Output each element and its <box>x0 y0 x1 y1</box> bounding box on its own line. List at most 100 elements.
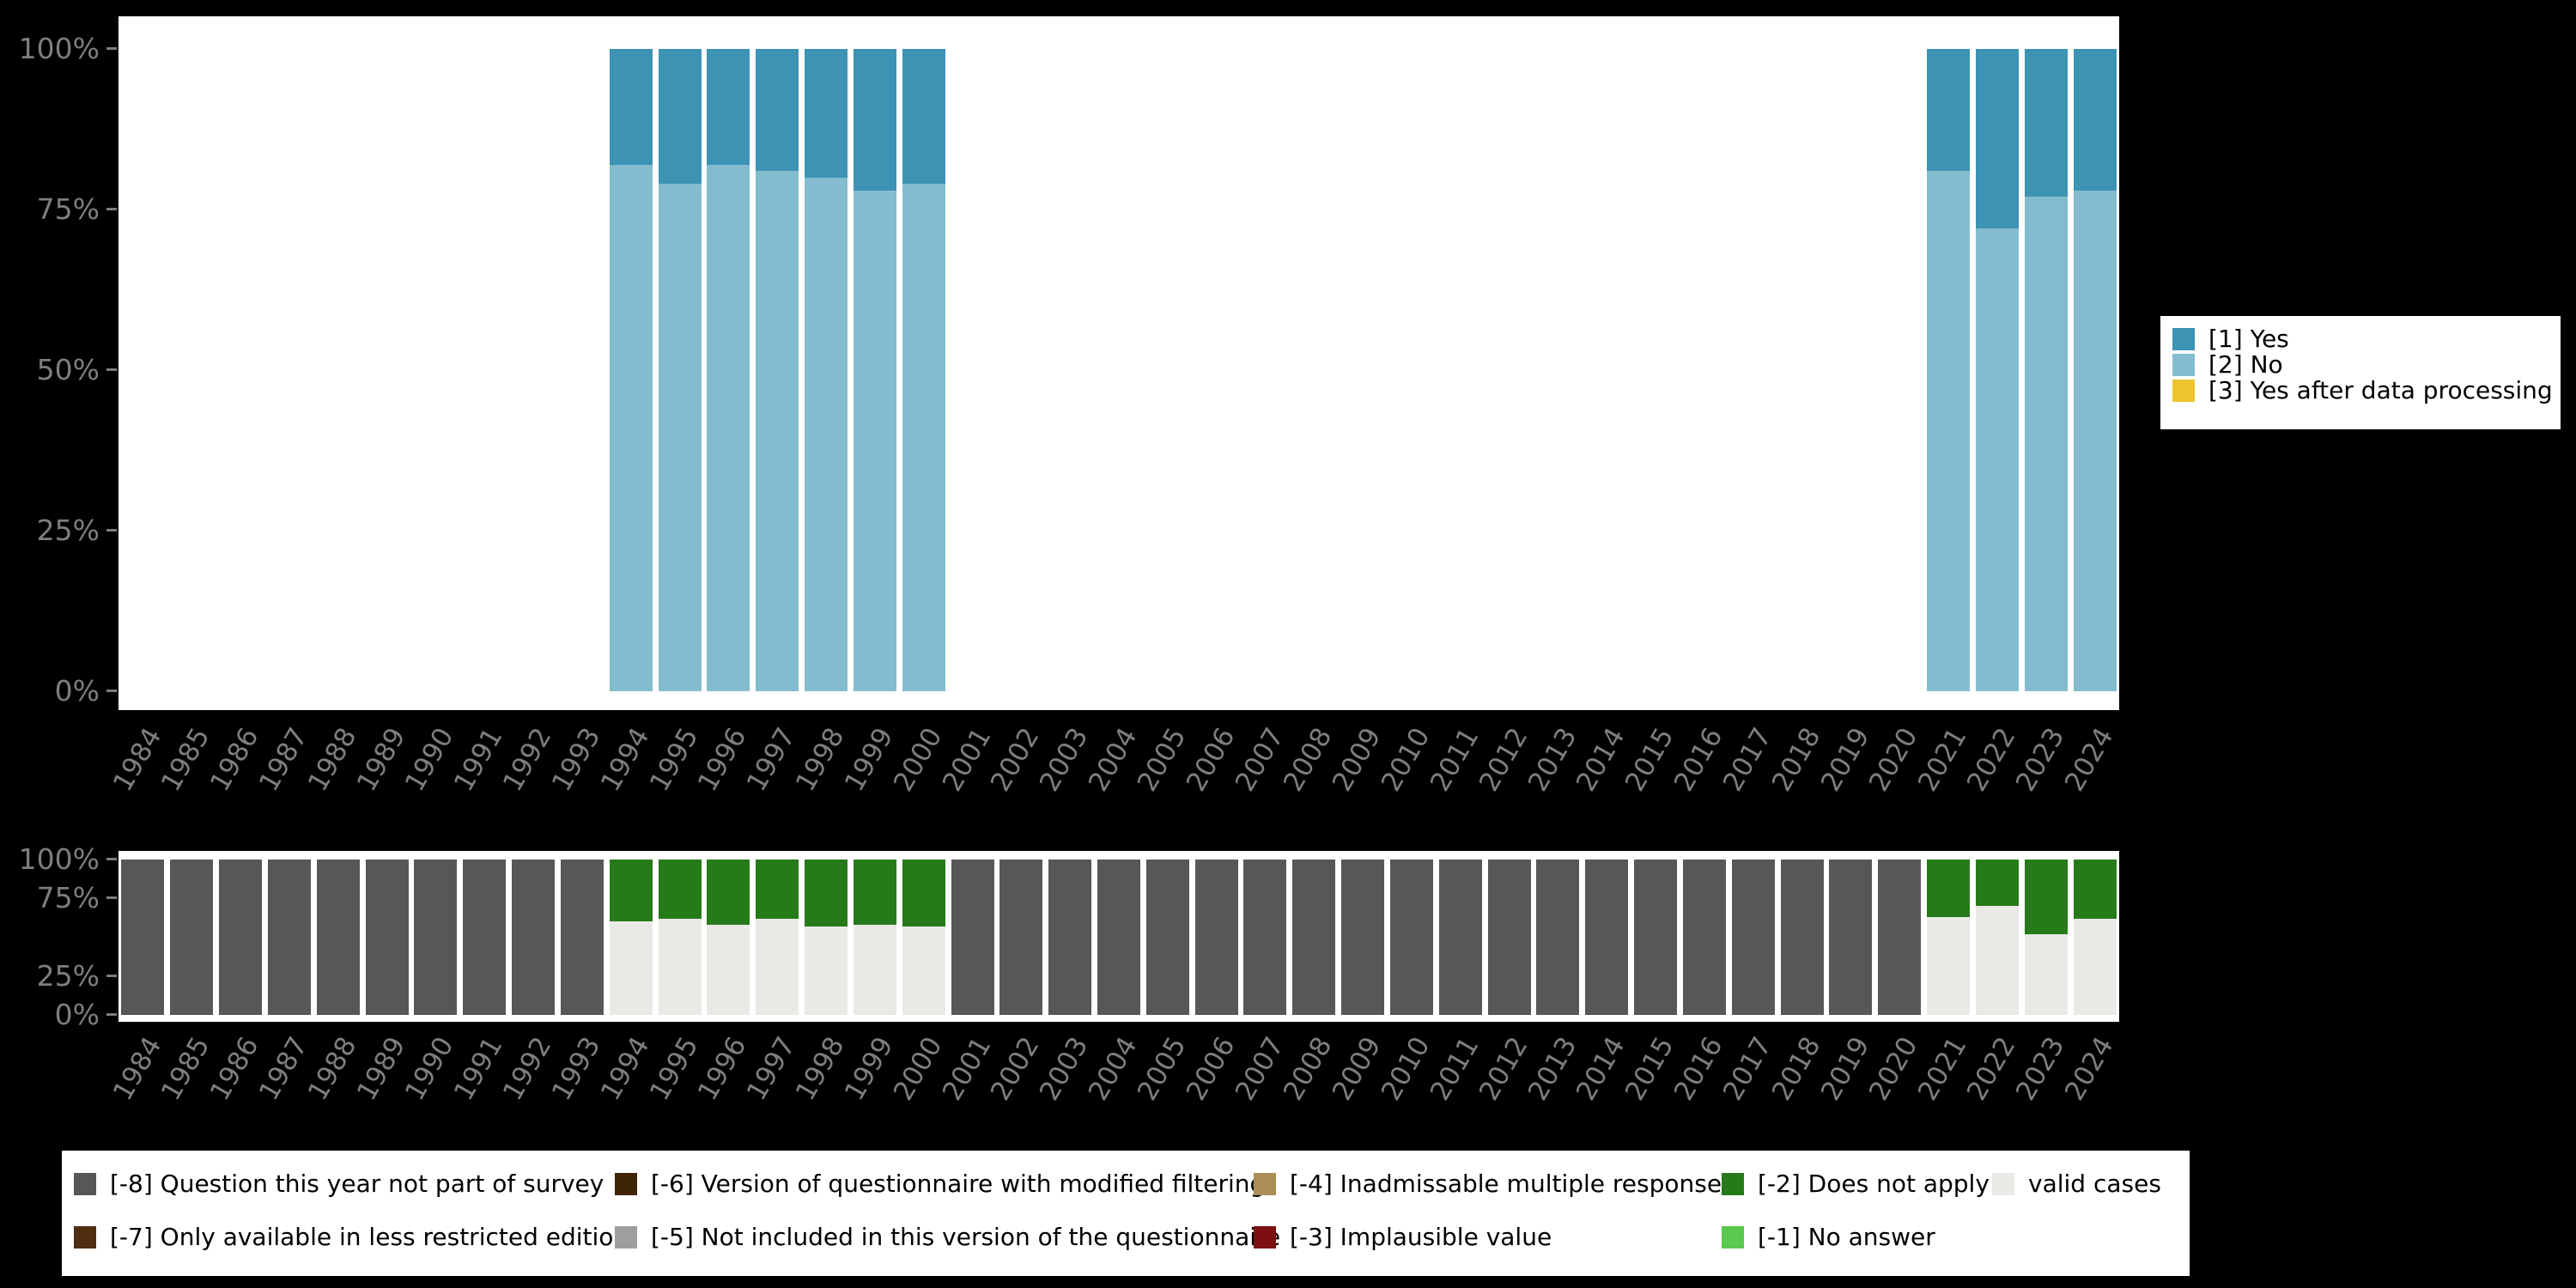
y-axis-label: 0% <box>54 674 100 708</box>
bar-segment <box>1927 171 1971 691</box>
y-axis-tick-mark <box>106 1013 117 1016</box>
x-axis-label: 1993 <box>545 722 607 797</box>
bar-segment <box>1829 860 1873 1015</box>
top-chart-plot <box>118 16 2119 710</box>
legend-item: [-2] Does not apply <box>1722 1157 1992 1211</box>
x-axis-label: 2018 <box>1765 722 1827 797</box>
x-axis-label: 1995 <box>643 722 705 797</box>
x-axis-label: 2015 <box>1619 1031 1680 1106</box>
bar-segment <box>219 860 263 1015</box>
x-axis-label: 2023 <box>2009 722 2071 797</box>
x-axis-label: 2007 <box>1229 722 1291 797</box>
legend-item: [-7] Only available in less restricted e… <box>74 1211 629 1264</box>
legend-item: [-5] Not included in this version of the… <box>615 1211 1280 1264</box>
bar-segment <box>1585 860 1629 1015</box>
legend-color-swatch <box>74 1173 96 1195</box>
bar-segment <box>707 49 750 165</box>
x-axis-label: 2023 <box>2009 1031 2071 1106</box>
y-axis-label: 50% <box>36 353 100 386</box>
legend-item-label: [2] No <box>2208 350 2283 379</box>
legend-color-swatch <box>1254 1226 1276 1249</box>
legend-color-swatch <box>1254 1173 1276 1195</box>
y-axis-label: 75% <box>36 881 100 915</box>
legend-item-label: [-3] Implausible value <box>1290 1223 1552 1251</box>
bar-segment <box>1292 860 1336 1015</box>
bar-segment <box>902 860 945 927</box>
x-axis-label: 2019 <box>1814 722 1876 797</box>
x-axis-label: 2018 <box>1765 1031 1827 1106</box>
x-axis-label: 2012 <box>1473 722 1534 797</box>
y-axis-label: 100% <box>18 842 100 876</box>
legend-item: [-1] No answer <box>1722 1211 1992 1264</box>
x-axis-label: 1999 <box>838 722 900 797</box>
x-axis-label: 1984 <box>106 722 168 797</box>
legend-item-label: [-5] Not included in this version of the… <box>651 1223 1281 1251</box>
x-axis-label: 1990 <box>399 722 460 797</box>
bar-segment <box>1975 49 2019 229</box>
x-axis-label: 1986 <box>204 1031 265 1106</box>
bar-segment <box>658 918 702 1015</box>
legend-item-label: valid cases <box>2028 1170 2161 1198</box>
x-axis-label: 1988 <box>301 722 363 797</box>
bar-segment <box>1243 860 1287 1015</box>
y-axis-label: 0% <box>54 998 100 1031</box>
x-axis-label: 2013 <box>1522 1031 1583 1106</box>
x-axis-label: 2021 <box>1912 722 1973 797</box>
legend-item-label: [-2] Does not apply <box>1758 1170 1990 1198</box>
x-axis-label: 2022 <box>1960 722 2022 797</box>
y-axis-tick-mark <box>106 896 117 900</box>
bar-segment <box>2024 49 2068 197</box>
bar-segment <box>853 190 896 691</box>
x-axis-label: 2019 <box>1814 1031 1876 1106</box>
x-axis-label: 2005 <box>1131 722 1193 797</box>
bar-segment <box>414 860 458 1015</box>
bar-segment <box>121 860 165 1015</box>
x-axis-label: 2014 <box>1571 1031 1631 1106</box>
bar-segment <box>1634 860 1678 1015</box>
x-axis-label: 1984 <box>106 1031 168 1106</box>
top-legend: [1] Yes [2] No [3] Yes after data processi… <box>2160 316 2561 429</box>
x-axis-label: 2014 <box>1571 722 1631 797</box>
y-axis-tick-mark <box>106 368 117 371</box>
bar-segment <box>902 926 945 1015</box>
bar-segment <box>853 49 896 191</box>
bar-segment <box>1927 916 1971 1015</box>
bar-segment <box>756 918 799 1015</box>
bar-segment <box>951 860 994 1015</box>
legend-item: [-3] Implausible value <box>1254 1211 1722 1264</box>
bar-segment <box>1487 860 1531 1015</box>
x-axis-label: 2001 <box>936 722 998 797</box>
x-axis-label: 1989 <box>350 722 412 797</box>
x-axis-label: 2022 <box>1960 1031 2022 1106</box>
x-axis-label: 1992 <box>497 1031 558 1106</box>
bar-segment <box>1927 49 1971 172</box>
bar-segment <box>1731 860 1775 1015</box>
bar-segment <box>805 860 848 927</box>
x-axis-label: 2010 <box>1375 1031 1437 1106</box>
legend-item: [-4] Inadmissable multiple response <box>1254 1157 1722 1211</box>
bar-segment <box>1145 860 1189 1015</box>
bar-segment <box>1438 860 1482 1015</box>
bar-segment <box>2073 190 2117 691</box>
bar-segment <box>805 177 848 691</box>
x-axis-label: 1993 <box>545 1031 607 1106</box>
bar-segment <box>1878 860 1922 1015</box>
x-axis-label: 2007 <box>1229 1031 1291 1106</box>
legend-item: [3] Yes after data processing <box>2172 378 2561 404</box>
legend-color-swatch <box>74 1226 96 1249</box>
bar-segment <box>1975 906 2019 1015</box>
bar-segment <box>2024 933 2068 1015</box>
legend-item: [-6] Version of questionnaire with modif… <box>615 1157 1265 1211</box>
legend-item-label: [3] Yes after data processing <box>2208 376 2553 404</box>
legend-color-swatch <box>2172 354 2195 376</box>
bar-segment <box>707 164 750 691</box>
bar-segment <box>609 860 653 922</box>
x-axis-label: 2013 <box>1522 722 1583 797</box>
x-axis-label: 1998 <box>789 1031 851 1106</box>
x-axis-label: 2024 <box>2058 722 2120 797</box>
bar-segment <box>1048 860 1092 1015</box>
x-axis-label: 2000 <box>887 722 949 797</box>
y-axis-tick-mark <box>106 858 117 860</box>
y-axis-label: 25% <box>36 513 100 547</box>
x-axis-label: 2021 <box>1912 1031 1973 1106</box>
